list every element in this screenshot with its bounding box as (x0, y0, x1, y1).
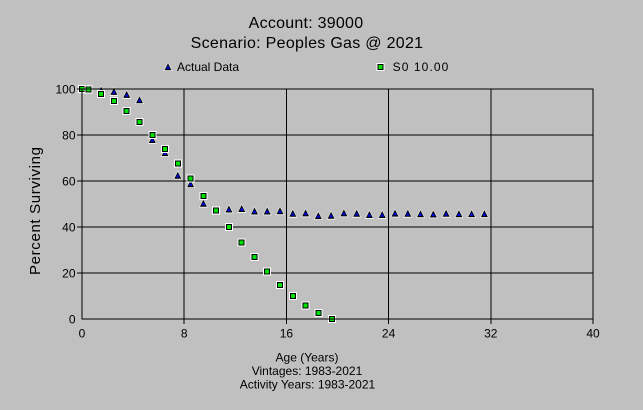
svg-text:0: 0 (79, 327, 86, 341)
svg-text:40: 40 (586, 327, 600, 341)
svg-text:Age (Years): Age (Years) (276, 351, 339, 365)
svg-text:8: 8 (181, 327, 188, 341)
svg-text:Vintages: 1983-2021: Vintages: 1983-2021 (252, 364, 363, 378)
svg-text:Activity Years: 1983-2021: Activity Years: 1983-2021 (240, 378, 376, 392)
svg-text:100: 100 (55, 82, 75, 96)
svg-text:S0 10.00: S0 10.00 (393, 60, 450, 74)
svg-text:20: 20 (62, 266, 76, 280)
svg-text:0: 0 (69, 312, 76, 326)
svg-text:32: 32 (484, 327, 498, 341)
svg-text:80: 80 (62, 128, 76, 142)
svg-text:Account: 39000: Account: 39000 (249, 15, 364, 32)
svg-text:40: 40 (62, 220, 76, 234)
svg-text:Actual Data: Actual Data (177, 60, 239, 74)
svg-text:24: 24 (382, 327, 396, 341)
svg-text:Scenario: Peoples Gas @ 2021: Scenario: Peoples Gas @ 2021 (191, 35, 424, 52)
svg-text:16: 16 (280, 327, 294, 341)
svg-text:Percent Surviving: Percent Surviving (27, 146, 44, 275)
svg-text:60: 60 (62, 174, 76, 188)
